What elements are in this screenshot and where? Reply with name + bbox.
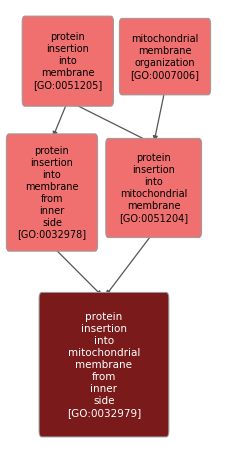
Text: protein
insertion
into
membrane
from
inner
side
[GO:0032978]: protein insertion into membrane from inn…: [17, 145, 86, 240]
FancyBboxPatch shape: [105, 139, 201, 238]
Text: mitochondrial
membrane
organization
[GO:0007006]: mitochondrial membrane organization [GO:…: [130, 34, 199, 80]
FancyBboxPatch shape: [6, 134, 97, 251]
FancyBboxPatch shape: [119, 18, 210, 95]
Text: protein
insertion
into
membrane
[GO:0051205]: protein insertion into membrane [GO:0051…: [33, 32, 102, 90]
FancyBboxPatch shape: [39, 293, 168, 437]
FancyBboxPatch shape: [22, 16, 113, 106]
Text: protein
insertion
into
mitochondrial
membrane
from
inner
side
[GO:0032979]: protein insertion into mitochondrial mem…: [67, 312, 140, 418]
Text: protein
insertion
into
mitochondrial
membrane
[GO:0051204]: protein insertion into mitochondrial mem…: [119, 153, 187, 223]
